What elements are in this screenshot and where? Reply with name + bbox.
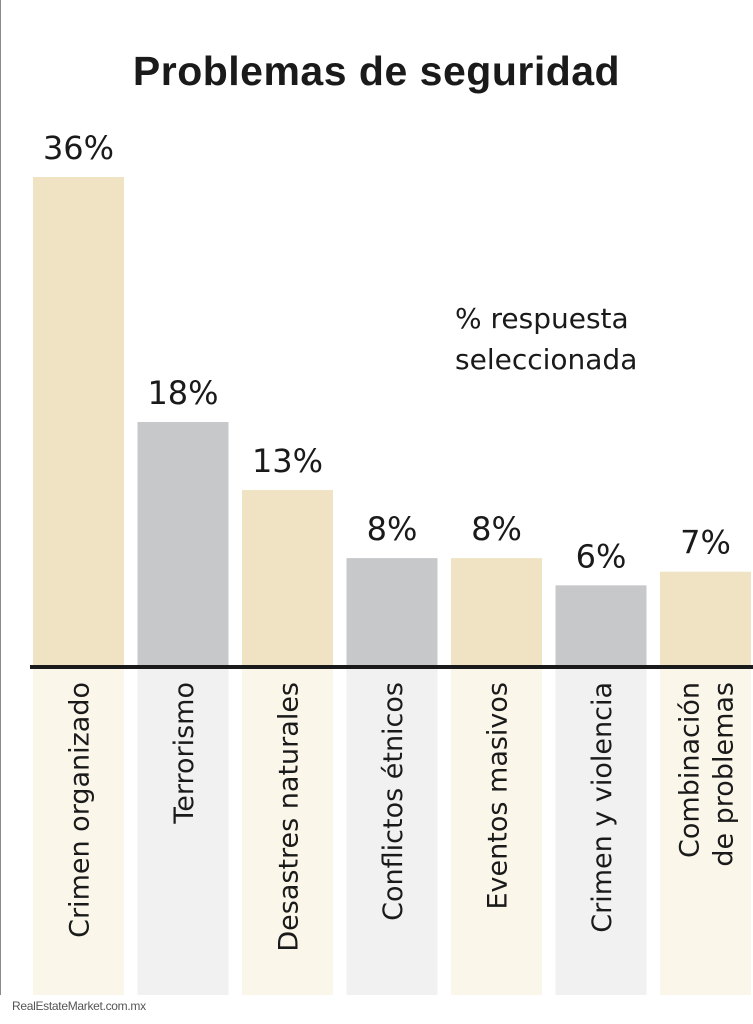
bar bbox=[660, 571, 751, 667]
category-label: Eventos masivos bbox=[483, 682, 514, 910]
chart-baseline bbox=[30, 665, 753, 669]
category-label: Terrorismo bbox=[169, 682, 200, 825]
category-label: de problemas bbox=[709, 682, 740, 867]
category-label: Combinación bbox=[675, 682, 706, 858]
category-label: Crimen organizado bbox=[65, 682, 96, 938]
category-band bbox=[137, 667, 229, 995]
category-band bbox=[555, 667, 647, 995]
category-label: Desastres naturales bbox=[274, 682, 305, 952]
legend-note-line-1: % respuesta bbox=[455, 302, 629, 335]
chart-title: Problemas de seguridad bbox=[132, 48, 621, 94]
bar bbox=[451, 558, 542, 667]
bar-value-label: 6% bbox=[576, 537, 627, 575]
category-band bbox=[242, 667, 333, 995]
source-credit: RealEstateMarket.com.mx bbox=[12, 999, 146, 1013]
bar-value-label: 8% bbox=[471, 510, 522, 548]
bar-value-label: 7% bbox=[680, 524, 731, 562]
bar bbox=[555, 585, 647, 667]
bar bbox=[137, 422, 229, 667]
legend-note-line-2: seleccionada bbox=[455, 343, 638, 376]
category-band bbox=[346, 667, 438, 995]
bar-value-label: 8% bbox=[367, 510, 418, 548]
bar bbox=[33, 177, 124, 667]
category-band bbox=[33, 667, 124, 995]
left-border-rule bbox=[0, 0, 1, 995]
bar bbox=[346, 558, 438, 667]
category-label: Conflictos étnicos bbox=[378, 682, 409, 921]
bar-value-label: 36% bbox=[43, 129, 114, 167]
bar-value-label: 18% bbox=[147, 374, 218, 412]
bar-chart: 36% Crimen organizado 18% Terrorismo 13% Desa… bbox=[30, 129, 753, 995]
legend-note: % respuesta seleccionada bbox=[455, 298, 637, 380]
bar-value-label: 13% bbox=[252, 442, 323, 480]
category-band bbox=[660, 667, 751, 995]
category-label: Crimen y violencia bbox=[587, 682, 618, 933]
bar bbox=[242, 490, 333, 667]
category-band bbox=[451, 667, 542, 995]
